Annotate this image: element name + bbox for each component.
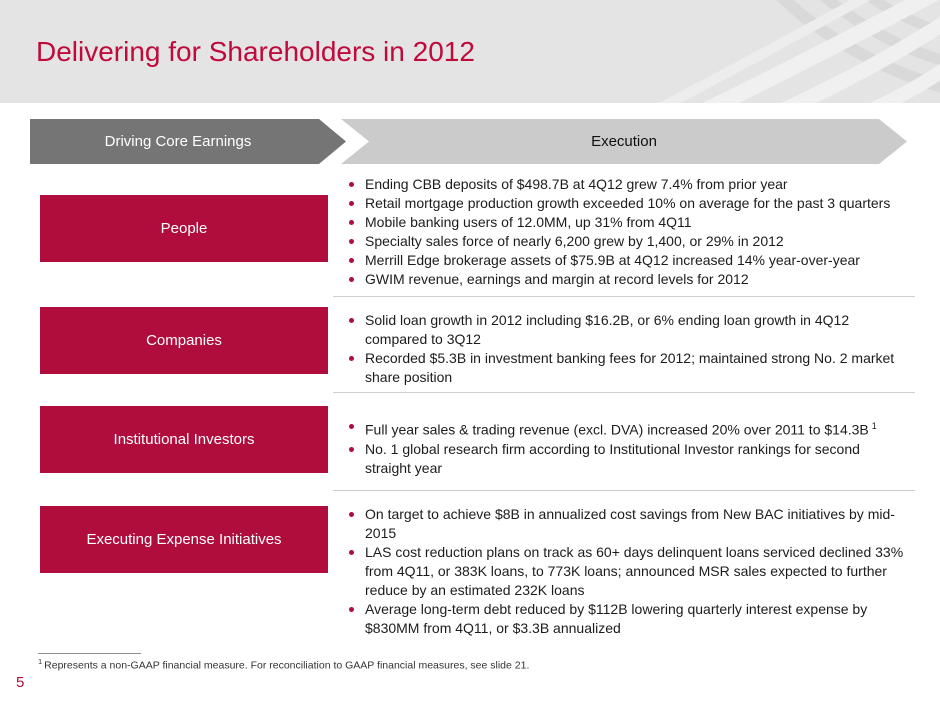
flow-step-label: Driving Core Earnings xyxy=(104,133,252,150)
footnote-text: Represents a non-GAAP financial measure.… xyxy=(44,659,530,672)
flow-step-driving-core-earnings: Driving Core Earnings xyxy=(30,119,346,164)
flow-step-label: Execution xyxy=(591,133,657,150)
bullet-item: Solid loan growth in 2012 including $16.… xyxy=(346,311,904,349)
header-band xyxy=(0,0,940,103)
row-divider xyxy=(333,392,915,393)
bullet-item: Full year sales & trading revenue (excl.… xyxy=(346,417,904,440)
bullet-item: LAS cost reduction plans on track as 60+… xyxy=(346,543,904,600)
row-divider xyxy=(333,296,915,297)
footnote-rule xyxy=(38,653,141,654)
category-box-executing-expense-initiatives: Executing Expense Initiatives xyxy=(40,506,328,573)
category-label: Executing Expense Initiatives xyxy=(86,531,282,548)
bullet-item: Recorded $5.3B in investment banking fee… xyxy=(346,349,904,387)
bullet-item: Ending CBB deposits of $498.7B at 4Q12 g… xyxy=(346,175,904,194)
flow-step-execution: Execution xyxy=(341,119,907,164)
bullet-item: No. 1 global research firm according to … xyxy=(346,440,904,478)
bullet-item: On target to achieve $8B in annualized c… xyxy=(346,505,904,543)
bullet-list-institutional-investors: Full year sales & trading revenue (excl.… xyxy=(346,417,904,478)
bullet-item: Mobile banking users of 12.0MM, up 31% f… xyxy=(346,213,904,232)
category-label: Institutional Investors xyxy=(113,431,255,448)
page-title: Delivering for Shareholders in 2012 xyxy=(36,36,475,67)
bullet-item: Merrill Edge brokerage assets of $75.9B … xyxy=(346,251,904,270)
footnote-marker: 1 xyxy=(38,657,43,666)
flag-watermark-icon xyxy=(658,0,940,103)
page-number: 5 xyxy=(16,674,25,691)
bullet-item: Specialty sales force of nearly 6,200 gr… xyxy=(346,232,904,251)
bullet-item: Average long-term debt reduced by $112B … xyxy=(346,600,904,638)
category-box-companies: Companies xyxy=(40,307,328,374)
bullet-list-people: Ending CBB deposits of $498.7B at 4Q12 g… xyxy=(346,175,904,289)
category-label: People xyxy=(160,220,208,237)
footnote: 1 Represents a non-GAAP financial measure… xyxy=(38,657,738,672)
bullet-list-companies: Solid loan growth in 2012 including $16.… xyxy=(346,311,904,387)
bullet-item: GWIM revenue, earnings and margin at rec… xyxy=(346,270,904,289)
category-label: Companies xyxy=(146,332,222,349)
bullet-item: Retail mortgage production growth exceed… xyxy=(346,194,904,213)
footnote-reference: 1 xyxy=(871,421,877,431)
category-box-institutional-investors: Institutional Investors xyxy=(40,406,328,473)
row-divider xyxy=(333,490,915,491)
bullet-list-executing-expense-initiatives: On target to achieve $8B in annualized c… xyxy=(346,505,904,638)
category-box-people: People xyxy=(40,195,328,262)
